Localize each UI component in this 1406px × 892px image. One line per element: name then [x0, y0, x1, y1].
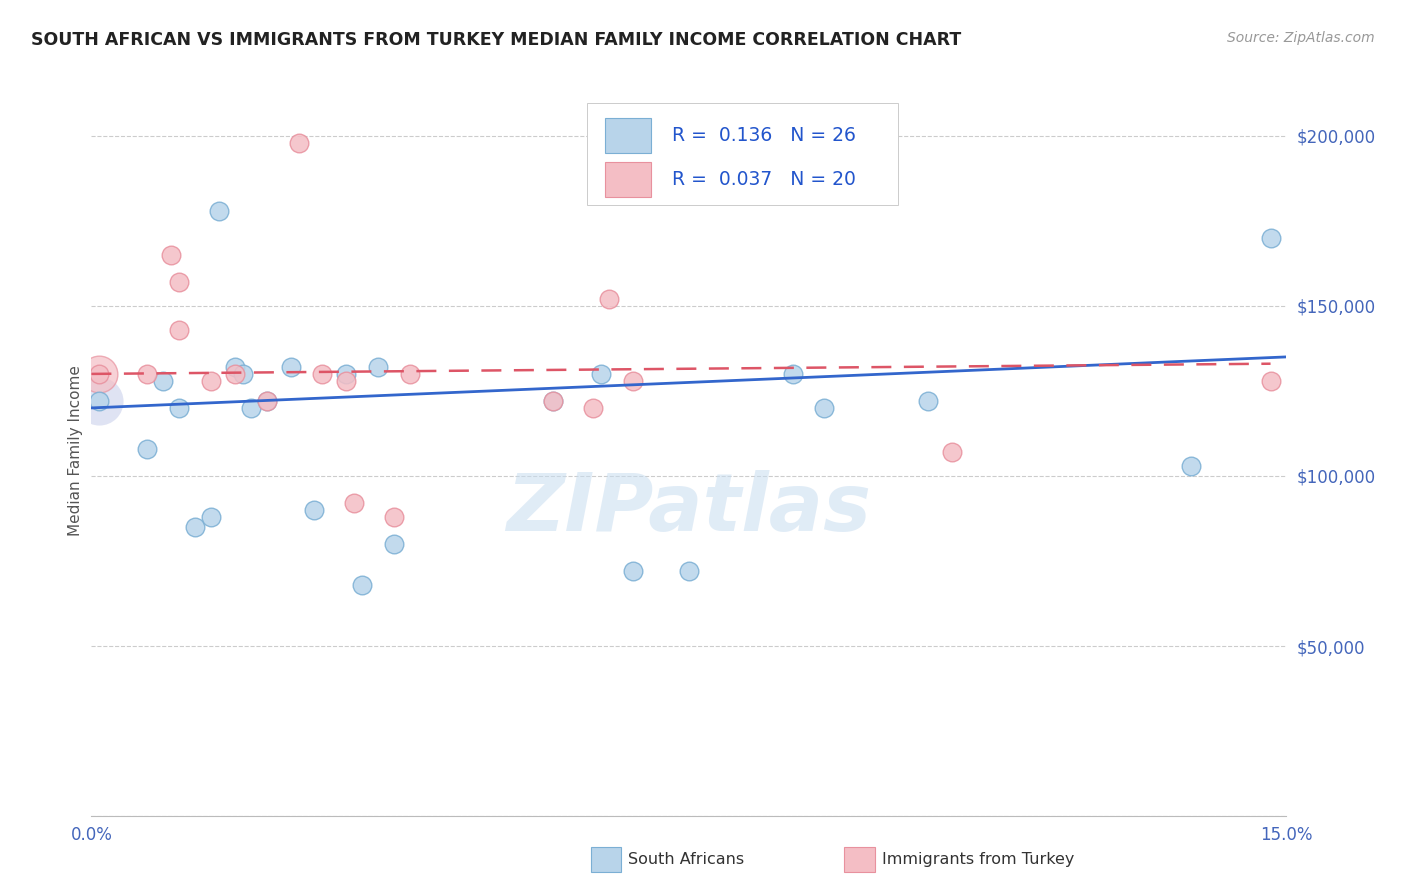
Point — [382, 537, 405, 551]
Point — [160, 248, 183, 262]
Point — [152, 374, 174, 388]
Point — [543, 394, 565, 409]
Text: R =  0.037   N = 20: R = 0.037 N = 20 — [672, 170, 856, 189]
Point — [1180, 458, 1202, 473]
Point — [352, 578, 374, 592]
Point — [200, 374, 222, 388]
Point — [382, 509, 405, 524]
Point — [200, 509, 222, 524]
Point — [224, 360, 246, 375]
Point — [1260, 231, 1282, 245]
FancyBboxPatch shape — [588, 103, 898, 205]
Point — [280, 360, 302, 375]
Point — [239, 401, 262, 415]
Point — [89, 394, 111, 409]
Point — [167, 275, 190, 289]
Point — [813, 401, 835, 415]
Text: ZIPatlas: ZIPatlas — [506, 470, 872, 548]
Text: Immigrants from Turkey: Immigrants from Turkey — [882, 853, 1074, 867]
FancyBboxPatch shape — [605, 119, 651, 153]
Point — [582, 401, 605, 415]
Text: R =  0.136   N = 26: R = 0.136 N = 26 — [672, 127, 856, 145]
Point — [678, 564, 700, 578]
Point — [136, 367, 159, 381]
Point — [621, 564, 644, 578]
Point — [399, 367, 422, 381]
Point — [256, 394, 278, 409]
Point — [167, 401, 190, 415]
Point — [89, 367, 111, 381]
Point — [621, 374, 644, 388]
Point — [367, 360, 389, 375]
Point — [311, 367, 333, 381]
Point — [287, 136, 309, 150]
Point — [782, 367, 804, 381]
Point — [304, 503, 326, 517]
Text: Source: ZipAtlas.com: Source: ZipAtlas.com — [1227, 31, 1375, 45]
Point — [941, 445, 963, 459]
Text: South Africans: South Africans — [628, 853, 745, 867]
Point — [208, 203, 231, 218]
Point — [89, 367, 111, 381]
Point — [917, 394, 939, 409]
Point — [224, 367, 246, 381]
Point — [136, 442, 159, 456]
Point — [343, 496, 366, 510]
Point — [1260, 374, 1282, 388]
Point — [167, 323, 190, 337]
Point — [598, 292, 620, 306]
Point — [335, 374, 357, 388]
Y-axis label: Median Family Income: Median Family Income — [67, 365, 83, 536]
Point — [591, 367, 613, 381]
Point — [184, 520, 207, 534]
Point — [89, 394, 111, 409]
Point — [543, 394, 565, 409]
FancyBboxPatch shape — [605, 162, 651, 197]
Point — [256, 394, 278, 409]
Point — [232, 367, 254, 381]
Point — [335, 367, 357, 381]
Text: SOUTH AFRICAN VS IMMIGRANTS FROM TURKEY MEDIAN FAMILY INCOME CORRELATION CHART: SOUTH AFRICAN VS IMMIGRANTS FROM TURKEY … — [31, 31, 962, 49]
